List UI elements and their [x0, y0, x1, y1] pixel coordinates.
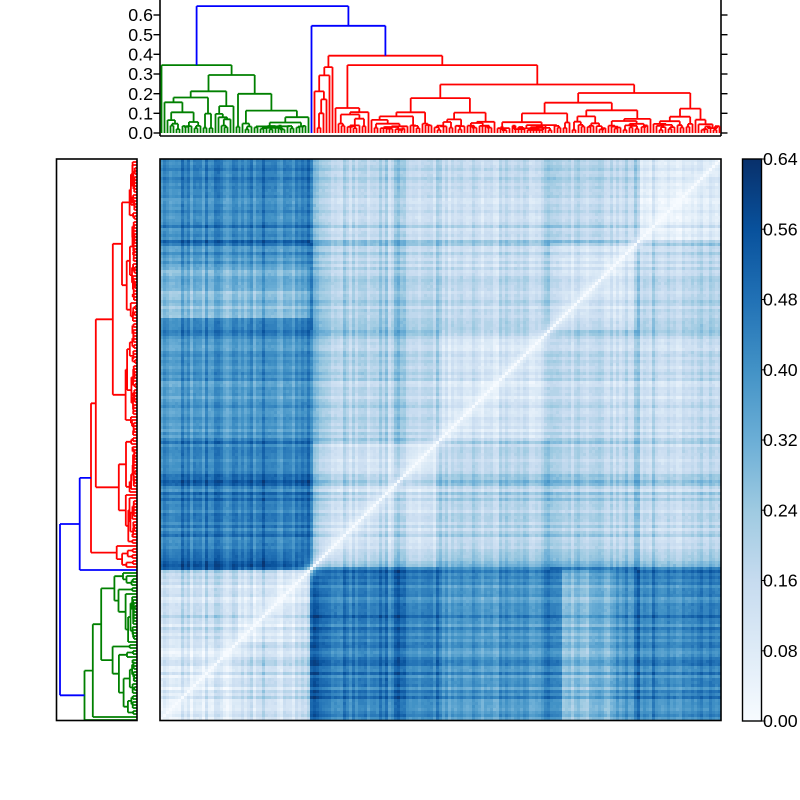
svg-text:0.4: 0.4 — [128, 45, 153, 65]
svg-text:0.6: 0.6 — [128, 5, 153, 25]
svg-text:0.48: 0.48 — [763, 290, 798, 310]
svg-text:0.08: 0.08 — [763, 641, 798, 661]
svg-text:0.64: 0.64 — [763, 149, 798, 169]
svg-text:0.16: 0.16 — [763, 571, 798, 591]
svg-text:0.3: 0.3 — [128, 64, 153, 84]
svg-text:0.40: 0.40 — [763, 360, 798, 380]
svg-text:0.0: 0.0 — [128, 123, 153, 143]
svg-text:0.2: 0.2 — [128, 84, 153, 104]
svg-text:0.00: 0.00 — [763, 711, 798, 731]
svg-text:0.24: 0.24 — [763, 501, 798, 521]
svg-text:0.32: 0.32 — [763, 430, 798, 450]
svg-text:0.1: 0.1 — [128, 104, 153, 124]
svg-text:0.56: 0.56 — [763, 219, 798, 239]
svg-text:0.5: 0.5 — [128, 25, 153, 45]
